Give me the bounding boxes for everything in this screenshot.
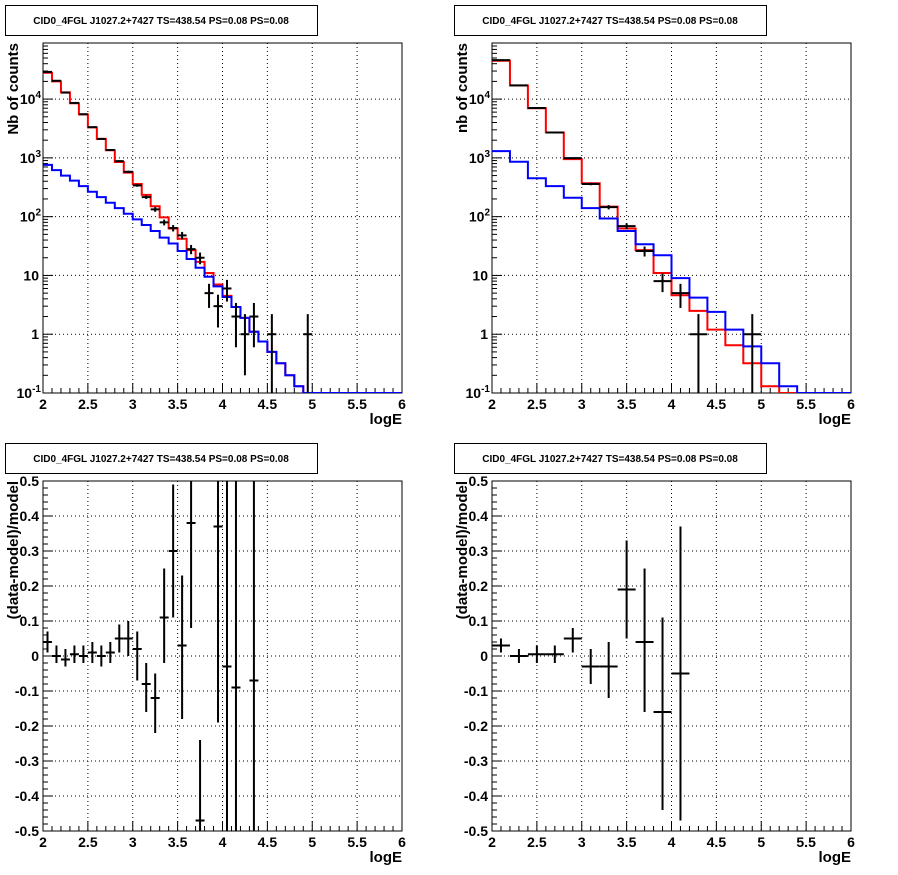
y-tick-label: 0.4	[20, 508, 40, 524]
y-tick-label: 102	[20, 208, 42, 225]
x-tick-label: 5	[757, 834, 765, 850]
y-tick-label: 0.5	[20, 473, 40, 489]
y-tick-label: 10-1	[17, 384, 42, 401]
y-tick-label: -0.1	[15, 683, 39, 699]
title-box	[5, 443, 318, 474]
x-tick-label: 3	[578, 396, 586, 412]
x-tick-label: 5.5	[347, 834, 367, 850]
x-tick-label: 2	[488, 834, 496, 850]
x-tick-label: 5.5	[347, 396, 367, 412]
x-tick-label: 5	[308, 396, 316, 412]
title-box	[5, 5, 318, 36]
y-axis-label: Nb of counts	[5, 43, 22, 135]
y-tick-label: 0.2	[20, 578, 40, 594]
plot-content	[492, 59, 851, 393]
y-tick-label: 0.4	[469, 508, 489, 524]
y-tick-label: -0.5	[464, 823, 488, 839]
chart-title: CID0_4FGL J1027.2+7427 TS=438.54 PS=0.08…	[33, 454, 289, 465]
x-tick-label: 4.5	[258, 834, 278, 850]
x-tick-label: 3.5	[168, 834, 188, 850]
x-tick-label: 3.5	[168, 396, 188, 412]
plot-content	[492, 526, 690, 821]
x-axis-label: logE	[819, 849, 852, 866]
x-axis-label: logE	[819, 411, 852, 428]
y-tick-label: -0.3	[15, 753, 39, 769]
x-tick-label: 4	[668, 834, 676, 850]
histogram-series	[492, 150, 851, 393]
histogram-series	[43, 163, 402, 393]
chart-title: CID0_4FGL J1027.2+7427 TS=438.54 PS=0.08…	[33, 16, 289, 27]
y-tick-label: 10	[23, 267, 39, 283]
x-tick-label: 4	[668, 396, 676, 412]
y-axis-label: (data-model)/model	[5, 481, 22, 619]
x-tick-label: 5	[757, 396, 765, 412]
y-tick-label: 0.5	[469, 473, 489, 489]
y-tick-label: 0.2	[469, 578, 489, 594]
y-tick-label: -0.4	[464, 788, 488, 804]
y-tick-label: -0.1	[464, 683, 488, 699]
plot-content	[43, 481, 259, 831]
x-tick-label: 3	[129, 834, 137, 850]
x-tick-label: 5.5	[796, 834, 816, 850]
x-tick-label: 5.5	[796, 396, 816, 412]
x-tick-label: 2.5	[78, 834, 98, 850]
y-tick-label: 102	[469, 208, 491, 225]
chart-panel-3: CID0_4FGL J1027.2+7427 TS=438.54 PS=0.08…	[5, 443, 406, 866]
x-tick-label: 4.5	[258, 396, 278, 412]
y-tick-label: 0.3	[20, 543, 40, 559]
x-tick-label: 6	[398, 396, 406, 412]
y-tick-label: 0	[31, 648, 39, 664]
plot-content	[43, 70, 402, 393]
y-tick-label: 10-1	[466, 384, 491, 401]
chart-panel-4: CID0_4FGL J1027.2+7427 TS=438.54 PS=0.08…	[454, 443, 855, 866]
y-axis-label: nb of counts	[454, 43, 471, 133]
x-tick-label: 2	[39, 834, 47, 850]
y-tick-label: -0.3	[464, 753, 488, 769]
y-tick-label: 104	[20, 90, 42, 107]
x-tick-label: 4.5	[707, 834, 727, 850]
x-tick-label: 2.5	[527, 396, 547, 412]
x-tick-label: 4.5	[707, 396, 727, 412]
title-box	[454, 443, 767, 474]
chart-title: CID0_4FGL J1027.2+7427 TS=438.54 PS=0.08…	[482, 454, 738, 465]
chart-panel-2: CID0_4FGL J1027.2+7427 TS=438.54 PS=0.08…	[454, 5, 855, 428]
x-tick-label: 2.5	[78, 396, 98, 412]
x-tick-label: 6	[847, 396, 855, 412]
y-tick-label: 104	[469, 90, 491, 107]
y-tick-label: 103	[469, 149, 491, 166]
x-tick-label: 4	[219, 834, 227, 850]
x-tick-label: 2.5	[527, 834, 547, 850]
chart-title: CID0_4FGL J1027.2+7427 TS=438.54 PS=0.08…	[482, 16, 738, 27]
y-tick-label: 1	[480, 326, 488, 342]
y-tick-label: -0.4	[15, 788, 39, 804]
y-tick-label: 1	[31, 326, 39, 342]
x-tick-label: 2	[39, 396, 47, 412]
y-tick-label: 10	[472, 267, 488, 283]
y-tick-label: 0.1	[20, 613, 40, 629]
chart-panel-1: CID0_4FGL J1027.2+7427 TS=438.54 PS=0.08…	[5, 5, 406, 428]
y-tick-label: 0.1	[469, 613, 489, 629]
y-tick-label: 0.3	[469, 543, 489, 559]
x-tick-label: 6	[398, 834, 406, 850]
y-axis-label: (data-model)/model	[454, 481, 471, 619]
x-tick-label: 5	[308, 834, 316, 850]
x-axis-label: logE	[370, 849, 403, 866]
x-axis-label: logE	[370, 411, 403, 428]
x-tick-label: 3.5	[617, 396, 637, 412]
x-tick-label: 2	[488, 396, 496, 412]
x-tick-label: 4	[219, 396, 227, 412]
x-tick-label: 3	[578, 834, 586, 850]
x-tick-label: 6	[847, 834, 855, 850]
y-tick-label: 0	[480, 648, 488, 664]
x-tick-label: 3.5	[617, 834, 637, 850]
y-tick-label: -0.5	[15, 823, 39, 839]
histogram-series	[43, 71, 402, 393]
y-tick-label: -0.2	[15, 718, 39, 734]
title-box	[454, 5, 767, 36]
y-tick-label: 103	[20, 149, 42, 166]
x-tick-label: 3	[129, 396, 137, 412]
y-tick-label: -0.2	[464, 718, 488, 734]
